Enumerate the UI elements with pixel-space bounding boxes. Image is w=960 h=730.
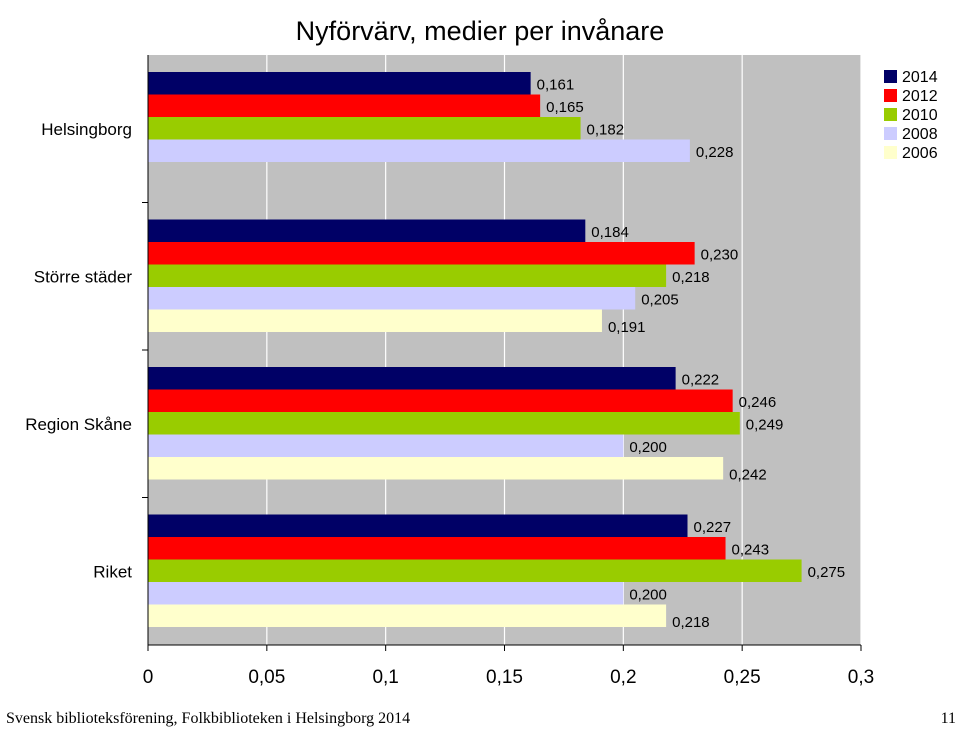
bar — [148, 604, 667, 627]
x-tick-label: 0,05 — [248, 667, 285, 688]
data-label: 0,242 — [729, 466, 767, 483]
data-label: 0,228 — [696, 144, 734, 161]
legend-label: 2014 — [902, 69, 938, 86]
data-label: 0,218 — [672, 614, 710, 631]
bar — [148, 559, 802, 582]
data-label: 0,249 — [746, 416, 784, 433]
x-tick-label: 0,3 — [848, 667, 874, 688]
bar — [148, 389, 733, 412]
category-label: Riket — [93, 562, 132, 581]
category-label: Helsingborg — [41, 120, 132, 139]
data-label: 0,205 — [641, 291, 679, 308]
bar — [148, 537, 726, 560]
bar — [148, 367, 676, 390]
data-label: 0,222 — [682, 371, 720, 388]
bar — [148, 434, 624, 457]
bar — [148, 457, 724, 480]
bar — [148, 139, 690, 162]
bar — [148, 94, 541, 117]
x-tick-label: 0,25 — [724, 667, 761, 688]
x-tick-label: 0,2 — [610, 667, 636, 688]
bar — [148, 117, 581, 140]
data-label: 0,227 — [694, 519, 732, 536]
data-label: 0,182 — [587, 121, 625, 138]
data-label: 0,218 — [672, 269, 710, 286]
legend-label: 2012 — [902, 88, 938, 105]
bar — [148, 287, 636, 310]
data-label: 0,191 — [608, 319, 646, 336]
data-label: 0,161 — [537, 76, 575, 93]
data-label: 0,200 — [629, 586, 667, 603]
x-tick-label: 0,1 — [372, 667, 398, 688]
data-label: 0,243 — [732, 541, 770, 558]
bar — [148, 72, 531, 95]
data-label: 0,275 — [808, 564, 846, 581]
bar — [148, 582, 624, 605]
legend-swatch — [884, 108, 897, 121]
legend-swatch — [884, 89, 897, 102]
data-label: 0,230 — [701, 246, 739, 263]
bar — [148, 242, 695, 265]
chart-title: Nyförvärv, medier per invånare — [296, 16, 665, 46]
footer-source: Svensk biblioteksförening, Folkbibliotek… — [6, 710, 411, 727]
bar — [148, 309, 602, 332]
x-tick-label: 0,15 — [486, 667, 523, 688]
legend-label: 2008 — [902, 126, 938, 143]
bar — [148, 412, 740, 435]
legend: 2014 2012 2010 2008 2006 — [884, 69, 938, 162]
footer: Svensk biblioteksförening, Folkbibliotek… — [0, 696, 960, 730]
legend-swatch — [884, 146, 897, 159]
category-label: Region Skåne — [25, 415, 132, 434]
data-label: 0,184 — [591, 224, 629, 241]
data-label: 0,165 — [546, 99, 584, 116]
legend-swatch — [884, 127, 897, 140]
legend-label: 2010 — [902, 107, 938, 124]
data-label: 0,246 — [739, 394, 777, 411]
bar — [148, 514, 688, 537]
legend-label: 2006 — [902, 145, 938, 162]
category-label: Större städer — [34, 267, 133, 286]
legend-swatch — [884, 70, 897, 83]
bar — [148, 264, 667, 287]
x-tick-label: 0 — [143, 667, 154, 688]
data-label: 0,200 — [629, 439, 667, 456]
bar-chart: 0 0,05 0,1 0,15 0,2 0,25 0,3 Helsingborg Större … — [25, 16, 938, 688]
bar — [148, 219, 586, 242]
page-number: 11 — [940, 710, 956, 727]
